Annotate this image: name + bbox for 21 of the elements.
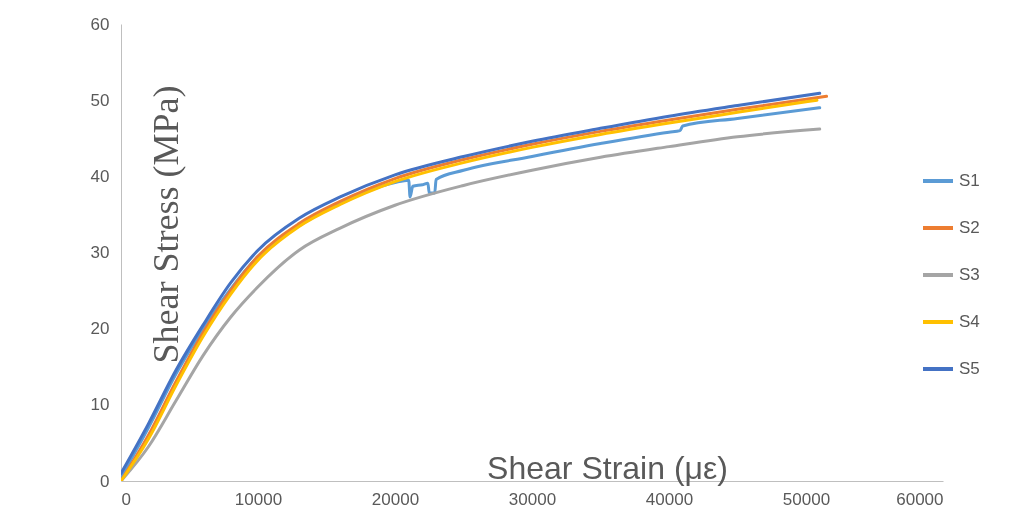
y-tick-label: 10 [90,395,110,415]
x-tick-label: 20000 [371,489,420,509]
legend-label: S4 [959,312,980,331]
x-tick-label: 0 [121,489,131,509]
x-axis-title: Shear Strain (με) [487,449,728,486]
x-tick-label: 50000 [782,489,831,509]
legend-label: S3 [959,265,980,284]
x-tick-label: 40000 [645,489,694,509]
x-tick-label: 10000 [234,489,283,509]
legend-label: S1 [959,171,980,190]
x-tick-label: 60000 [896,489,944,509]
legend-label: S2 [959,218,980,237]
y-tick-label: 30 [90,243,110,262]
legend-label: S5 [959,359,980,378]
y-tick-label: 60 [90,14,110,34]
y-axis-title: Shear Stress (MPa) [145,85,186,364]
y-tick-label: 50 [90,90,110,110]
y-tick-label: 0 [100,471,110,491]
y-tick-label: 20 [90,319,110,339]
x-tick-label: 30000 [508,489,557,509]
y-tick-label: 40 [90,166,110,186]
